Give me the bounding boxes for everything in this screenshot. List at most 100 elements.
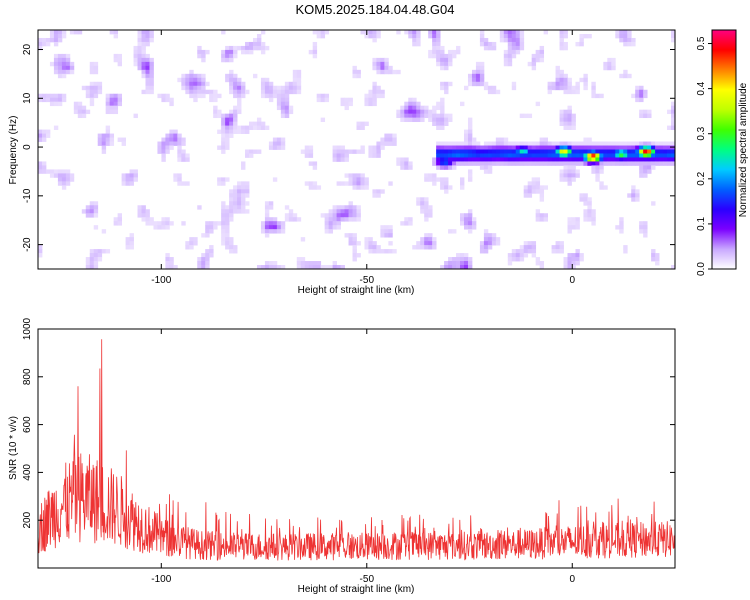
heatmap-cell <box>603 161 608 166</box>
heatmap-cell <box>440 177 445 182</box>
heatmap-cell <box>372 241 377 246</box>
heatmap-cell <box>519 145 525 150</box>
heatmap-cell <box>559 33 564 39</box>
heatmap-cell <box>368 241 373 246</box>
heatmap-cell <box>440 105 445 111</box>
heatmap-cell <box>141 89 146 95</box>
heatmap-cell <box>623 73 628 79</box>
heatmap-cell <box>113 57 119 63</box>
heatmap-cell <box>519 45 525 51</box>
heatmap-cell <box>53 93 59 99</box>
heatmap-cell <box>651 165 656 170</box>
heatmap-cell <box>647 165 652 170</box>
heatmap-cell <box>639 165 644 170</box>
heatmap-cell <box>237 109 242 115</box>
heatmap-cell <box>89 101 95 107</box>
heatmap-cell <box>575 89 580 95</box>
heatmap-cell <box>308 185 314 190</box>
heatmap-cell <box>121 137 126 142</box>
heatmap-cell <box>41 129 47 134</box>
heatmap-cell <box>467 73 473 79</box>
heatmap-cell <box>412 30 417 35</box>
heatmap-cell <box>117 93 123 99</box>
heatmap-cell <box>237 93 242 99</box>
heatmap-cell <box>535 153 541 158</box>
heatmap-cell <box>607 153 612 158</box>
heatmap-cell <box>483 245 489 250</box>
heatmap-cell <box>53 125 59 130</box>
heatmap-cell <box>587 161 592 166</box>
heatmap-cell <box>368 153 373 158</box>
heatmap-cell <box>209 89 214 95</box>
heatmap-cell <box>555 77 560 83</box>
heatmap-cell <box>209 221 214 226</box>
heatmap-cell <box>384 57 389 63</box>
heatmap-cell <box>276 89 282 95</box>
heatmap-cell <box>587 141 592 146</box>
heatmap-cell <box>205 261 210 266</box>
heatmap-cell <box>229 89 234 95</box>
heatmap-cell <box>392 249 397 254</box>
heatmap-cell <box>559 145 564 150</box>
heatmap-cell <box>181 137 186 142</box>
heatmap-cell <box>249 49 254 55</box>
heatmap-cell <box>551 141 556 146</box>
heatmap-cell <box>428 33 433 39</box>
heatmap-cell <box>260 89 266 95</box>
heatmap-cell <box>495 153 501 158</box>
heatmap-cell <box>61 169 67 174</box>
heatmap-cell <box>563 257 568 262</box>
heatmap-cell <box>563 169 568 174</box>
heatmap-cell <box>101 141 107 146</box>
heatmap-cell <box>587 33 592 39</box>
heatmap-cell <box>93 81 99 87</box>
heatmap-cell <box>197 89 202 95</box>
heatmap-cell <box>376 145 381 150</box>
snr-x-ticks: -100 -50 0 <box>151 329 575 585</box>
heatmap-cell <box>280 89 286 95</box>
heatmap-cell <box>229 109 234 115</box>
heatmap-cell <box>404 109 409 115</box>
heatmap-cell <box>237 201 242 206</box>
heatmap-cell <box>372 149 377 154</box>
heatmap-cell <box>49 93 55 99</box>
heatmap-cell <box>607 149 612 154</box>
heatmap-cell <box>671 153 675 158</box>
heatmap-cell <box>412 105 417 111</box>
heatmap-cell <box>475 61 481 67</box>
heatmap-cell <box>475 161 481 166</box>
heatmap-cell <box>276 137 282 142</box>
heatmap-cell <box>161 153 166 158</box>
heatmap-cell <box>376 61 381 67</box>
heatmap-cell <box>105 249 111 254</box>
heatmap-cell <box>651 149 656 154</box>
heatmap-cell <box>440 65 445 71</box>
heatmap-cell <box>344 217 349 222</box>
heatmap-cell <box>487 149 493 154</box>
heatmap-cell <box>467 125 473 130</box>
heatmap-cell <box>479 30 485 35</box>
heatmap-cell <box>563 157 568 162</box>
heatmap-cell <box>332 213 337 218</box>
heatmap-cell <box>145 61 150 67</box>
heatmap-cell <box>448 257 453 262</box>
heatmap-cell <box>105 93 111 99</box>
heatmap-cell <box>579 145 584 150</box>
heatmap-cell <box>344 173 349 178</box>
heatmap-cell <box>272 89 278 95</box>
heatmap-cell <box>539 161 545 166</box>
heatmap-cell <box>324 213 330 218</box>
heatmap-cell <box>467 265 473 269</box>
heatmap-cell <box>197 45 202 51</box>
heatmap-cell <box>619 221 624 226</box>
heatmap-cell <box>535 189 541 194</box>
heatmap-cell <box>615 30 620 35</box>
heatmap-cell <box>197 81 202 87</box>
heatmap-cell <box>53 37 59 43</box>
heatmap-cell <box>145 41 150 47</box>
heatmap-cell <box>547 149 552 154</box>
heatmap-cell <box>388 141 393 146</box>
heatmap-cell <box>563 109 568 115</box>
heatmap-cell <box>105 137 111 142</box>
heatmap-cell <box>288 89 294 95</box>
